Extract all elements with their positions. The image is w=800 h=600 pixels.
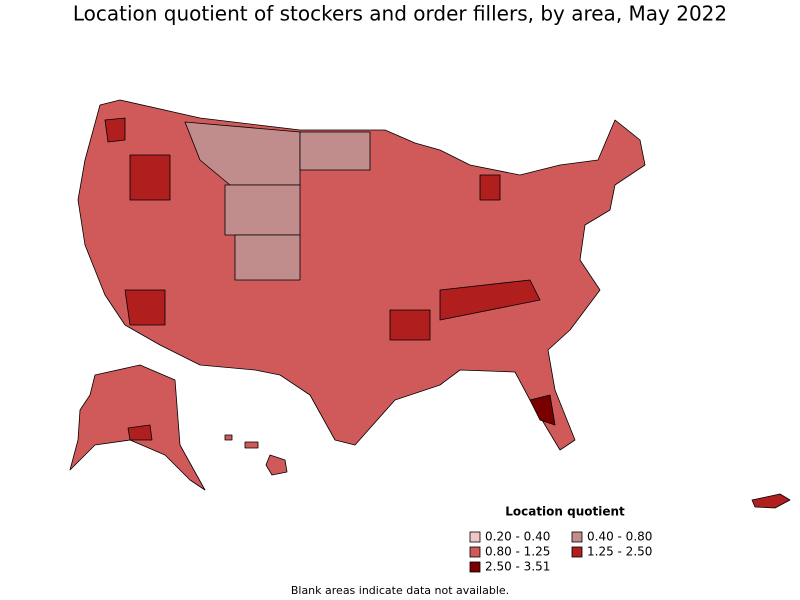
legend-swatch: [571, 531, 583, 543]
region-arizona: [124, 289, 166, 326]
map-title: Location quotient of stockers and order …: [73, 2, 727, 26]
legend-label: 0.80 - 1.25: [485, 545, 550, 559]
hawaii: [265, 454, 288, 476]
region-michigan: [479, 174, 501, 201]
region-arkansas: [389, 309, 431, 341]
legend-swatch: [571, 546, 583, 558]
region-wyoming: [224, 184, 301, 236]
alaska-region: [127, 424, 153, 441]
region-florida: [529, 394, 556, 426]
legend-label: 0.40 - 0.80: [587, 530, 652, 544]
legend-swatch: [469, 546, 481, 558]
legend-title: Location quotient: [505, 505, 625, 519]
legend-label: 2.50 - 3.51: [485, 560, 550, 574]
hawaii-islands: [244, 441, 259, 449]
map: [69, 99, 791, 509]
legend-label: 0.20 - 0.40: [485, 530, 550, 544]
puerto-rico: [751, 493, 791, 509]
footnote: Blank areas indicate data not available.: [291, 584, 509, 597]
region-washington: [104, 117, 126, 143]
region-tennessee: [439, 279, 541, 321]
legend-label: 1.25 - 2.50: [587, 545, 652, 559]
legend: 0.20 - 0.40 0.40 - 0.80 0.80 - 1.25 1.25 - …: [469, 530, 652, 574]
contiguous-us: [77, 99, 646, 451]
region-dakotas: [299, 131, 371, 171]
legend-swatch: [469, 531, 481, 543]
region-colorado: [234, 234, 301, 281]
hawaii-islands: [224, 434, 233, 441]
legend-swatch: [469, 561, 481, 573]
region-oregon: [129, 154, 171, 201]
